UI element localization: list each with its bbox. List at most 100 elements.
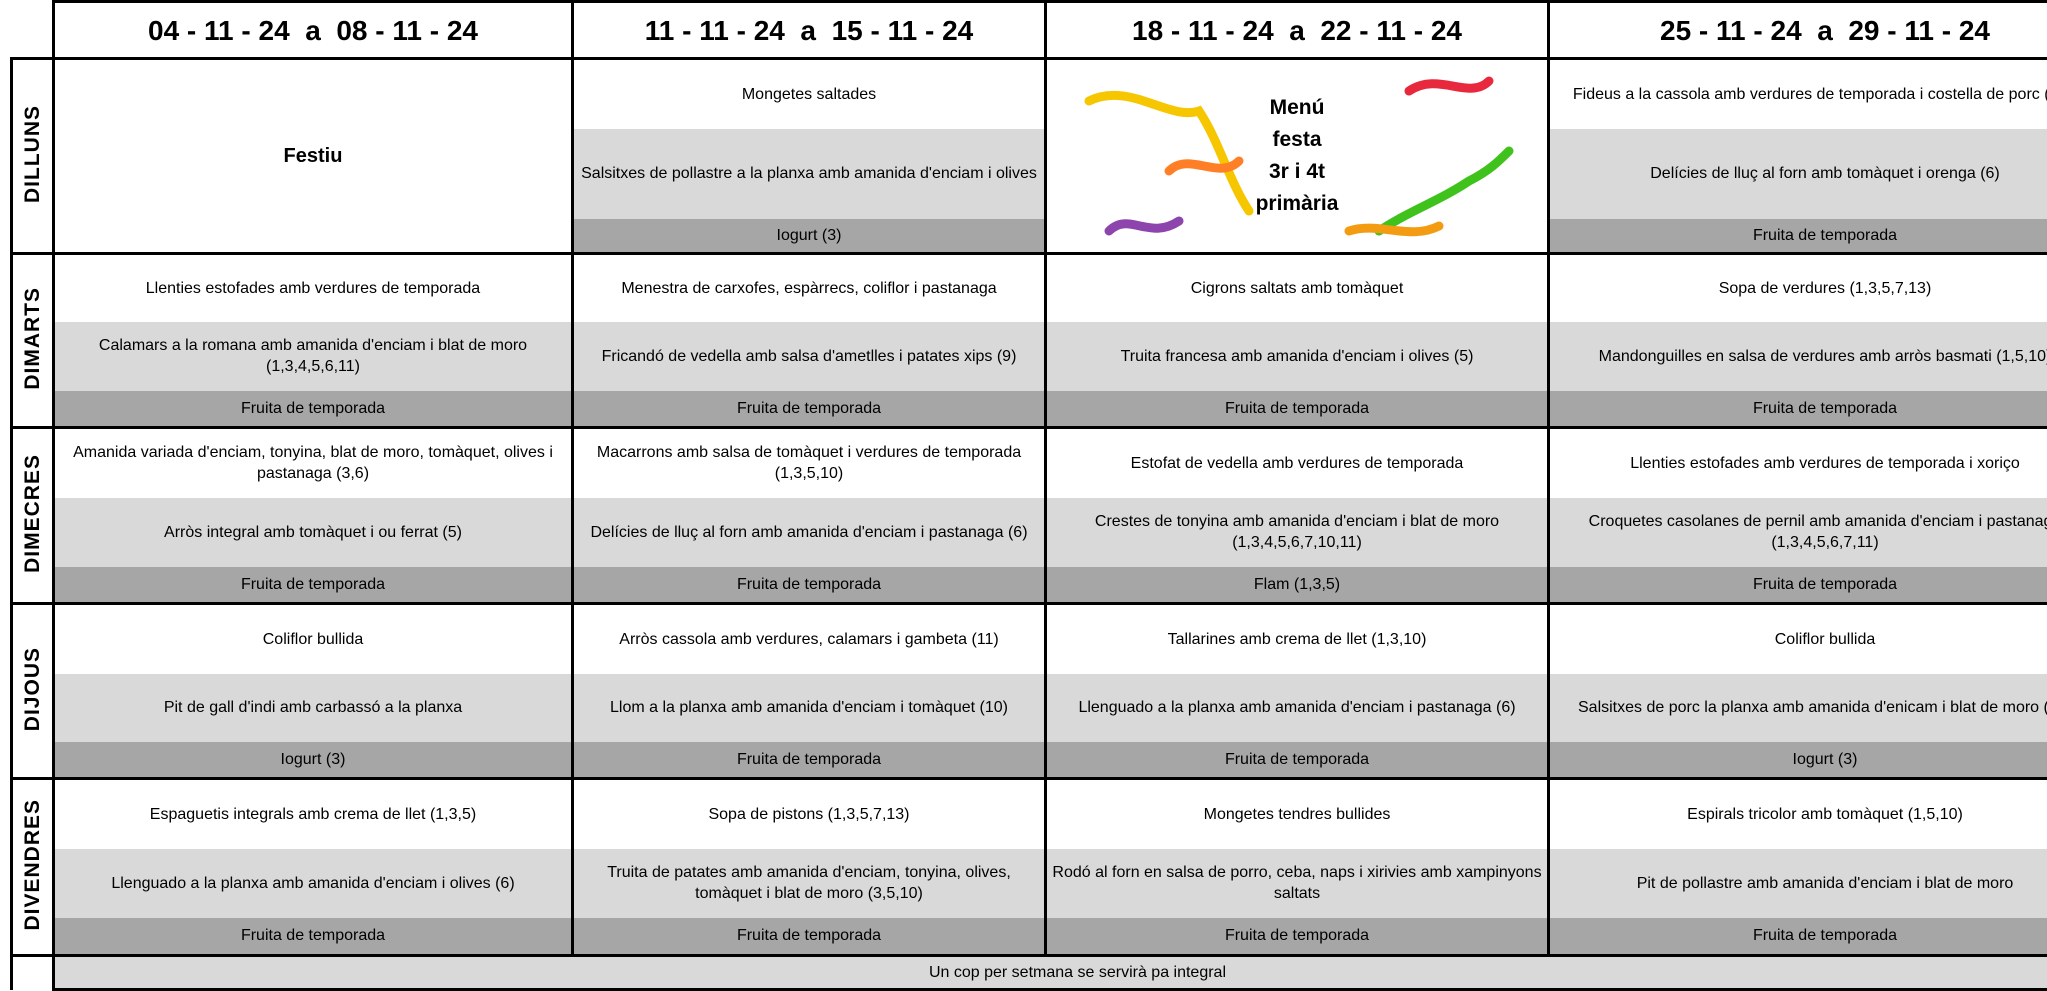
streamer	[1169, 161, 1239, 171]
day-label: DIMARTS	[12, 254, 54, 428]
dish: Menestra de carxofes, espàrrecs, coliflo…	[573, 254, 1046, 322]
week-header: 25 - 11 - 24 a 29 - 11 - 24	[1549, 2, 2047, 59]
dish: Fruita de temporada	[573, 742, 1046, 779]
dish: Calamars a la romana amb amanida d'encia…	[54, 322, 573, 391]
dish: Delícies de lluç al forn amb tomàquet i …	[1549, 129, 2047, 219]
dish: Fruita de temporada	[573, 918, 1046, 956]
dish: Tallarines amb crema de llet (1,3,10)	[1046, 604, 1549, 674]
dish: Mongetes tendres bullides	[1046, 779, 1549, 849]
dish: Coliflor bullida	[1549, 604, 2047, 674]
dish: Mongetes saltades	[573, 59, 1046, 129]
day-name: DIMECRES	[22, 454, 43, 573]
dish: Espaguetis integrals amb crema de llet (…	[54, 779, 573, 849]
menu-row: Llenguado a la planxa amb amanida d'enci…	[12, 849, 2047, 918]
day-name: DILLUNS	[22, 105, 43, 203]
day-name: DIJOUS	[22, 647, 43, 731]
dish: Sopa de pistons (1,3,5,7,13)	[573, 779, 1046, 849]
dish: Fruita de temporada	[1549, 918, 2047, 956]
dish: Llenguado a la planxa amb amanida d'enci…	[54, 849, 573, 918]
dish: Sopa de verdures (1,3,5,7,13)	[1549, 254, 2047, 322]
dish: Fricandó de vedella amb salsa d'ametlles…	[573, 322, 1046, 391]
corner	[12, 2, 54, 59]
dish: Fruita de temporada	[1046, 391, 1549, 428]
day-label: DIVENDRES	[12, 779, 54, 956]
note-line: Menú	[1256, 92, 1339, 124]
dish: Fruita de temporada	[1549, 219, 2047, 254]
dish: Fruita de temporada	[573, 391, 1046, 428]
dish: Llenties estofades amb verdures de tempo…	[54, 254, 573, 322]
dish: Truita de patates amb amanida d'enciam, …	[573, 849, 1046, 918]
footer-blank	[12, 956, 54, 990]
day-name: DIMARTS	[22, 287, 43, 390]
dish: Fruita de temporada	[573, 567, 1046, 604]
dish: Fruita de temporada	[54, 567, 573, 604]
dish: Fruita de temporada	[1549, 391, 2047, 428]
streamer	[1109, 221, 1179, 231]
dish: Croquetes casolanes de pernil amb amanid…	[1549, 498, 2047, 567]
streamer	[1349, 226, 1439, 232]
footer-row: Un cop per setmana se servirà pa integra…	[12, 956, 2047, 990]
dish: Espirals tricolor amb tomàquet (1,5,10)	[1549, 779, 2047, 849]
dish: Salsitxes de porc la planxa amb amanida …	[1549, 674, 2047, 742]
dish: Pit de gall d'indi amb carbassó a la pla…	[54, 674, 573, 742]
dish: Fruita de temporada	[1549, 567, 2047, 604]
note-cell: Festiu	[54, 59, 573, 254]
dish: Cigrons saltats amb tomàquet	[1046, 254, 1549, 322]
note-line: primària	[1256, 188, 1339, 220]
note-line: Festiu	[57, 146, 569, 167]
dish: Coliflor bullida	[54, 604, 573, 674]
dish: Fruita de temporada	[1046, 742, 1549, 779]
dish: Fideus a la cassola amb verdures de temp…	[1549, 59, 2047, 129]
footer-note: Un cop per setmana se servirà pa integra…	[54, 956, 2047, 990]
dish: Delícies de lluç al forn amb amanida d'e…	[573, 498, 1046, 567]
dish: Iogurt (3)	[1549, 742, 2047, 779]
dish: Fruita de temporada	[54, 918, 573, 956]
day-label: DIJOUS	[12, 604, 54, 779]
streamer	[1089, 95, 1249, 211]
dish: Llom a la planxa amb amanida d'enciam i …	[573, 674, 1046, 742]
dish: Pit de pollastre amb amanida d'enciam i …	[1549, 849, 2047, 918]
dish: Iogurt (3)	[54, 742, 573, 779]
day-name: DIVENDRES	[22, 799, 43, 931]
dish: Fruita de temporada	[1046, 918, 1549, 956]
note-line: 3r i 4t	[1256, 156, 1339, 188]
dish: Truita francesa amb amanida d'enciam i o…	[1046, 322, 1549, 391]
dish: Llenguado a la planxa amb amanida d'enci…	[1046, 674, 1549, 742]
dish: Arròs integral amb tomàquet i ou ferrat …	[54, 498, 573, 567]
week-header: 18 - 11 - 24 a 22 - 11 - 24	[1046, 2, 1549, 59]
dish: Amanida variada d'enciam, tonyina, blat …	[54, 428, 573, 498]
dish: Rodó al forn en salsa de porro, ceba, na…	[1046, 849, 1549, 918]
dish: Fruita de temporada	[54, 391, 573, 428]
dish: Mandonguilles en salsa de verdures amb a…	[1549, 322, 2047, 391]
menu-row: Pit de gall d'indi amb carbassó a la pla…	[12, 674, 2047, 742]
dish: Iogurt (3)	[573, 219, 1046, 254]
week-header: 04 - 11 - 24 a 08 - 11 - 24	[54, 2, 573, 59]
day-label: DIMECRES	[12, 428, 54, 604]
menu-row: Arròs integral amb tomàquet i ou ferrat …	[12, 498, 2047, 567]
dish: Flam (1,3,5)	[1046, 567, 1549, 604]
dish: Arròs cassola amb verdures, calamars i g…	[573, 604, 1046, 674]
dish: Llenties estofades amb verdures de tempo…	[1549, 428, 2047, 498]
streamer	[1409, 81, 1489, 91]
menu-row: Calamars a la romana amb amanida d'encia…	[12, 322, 2047, 391]
dish: Estofat de vedella amb verdures de tempo…	[1046, 428, 1549, 498]
dish: Macarrons amb salsa de tomàquet i verdur…	[573, 428, 1046, 498]
dish: Salsitxes de pollastre a la planxa amb a…	[573, 129, 1046, 219]
day-label: DILLUNS	[12, 59, 54, 254]
week-header: 11 - 11 - 24 a 15 - 11 - 24	[573, 2, 1046, 59]
